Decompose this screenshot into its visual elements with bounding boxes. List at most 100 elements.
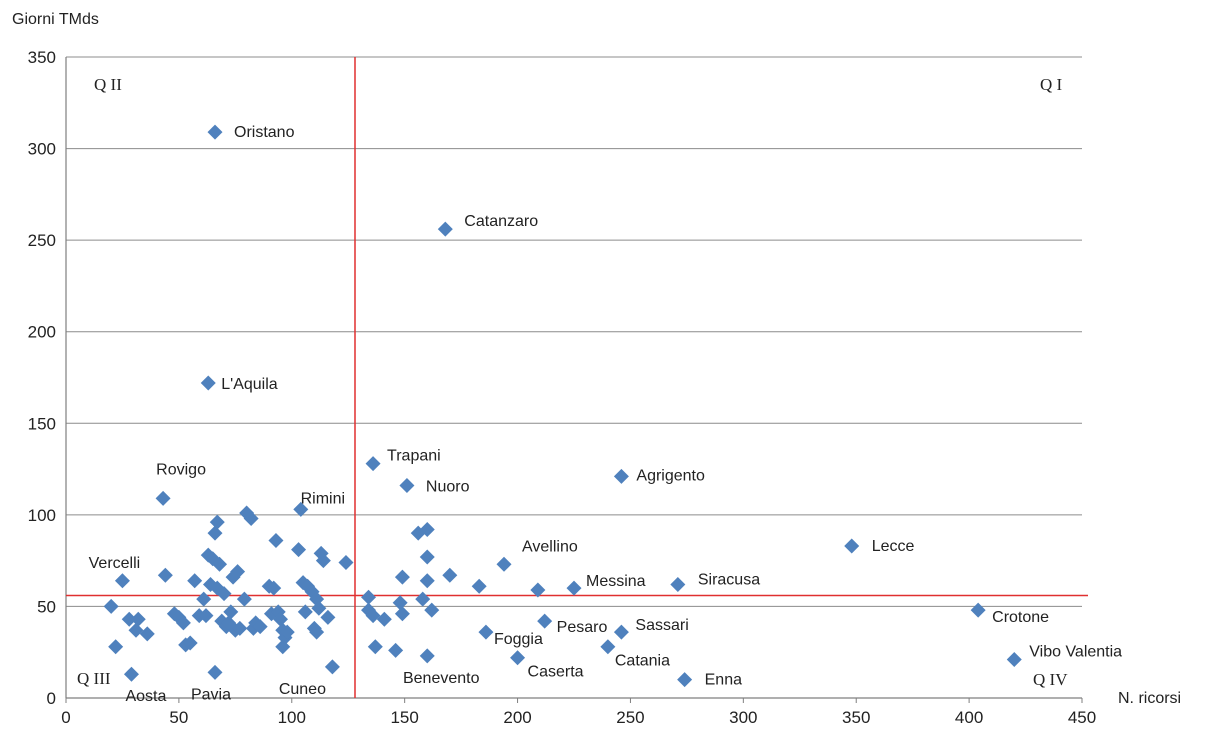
data-point bbox=[232, 620, 248, 636]
x-tick-label: 400 bbox=[955, 708, 983, 727]
point-label: Benevento bbox=[403, 670, 480, 687]
data-point-lecce bbox=[844, 538, 860, 554]
data-point bbox=[394, 606, 410, 622]
data-point-cuneo bbox=[324, 659, 340, 675]
point-label: Siracusa bbox=[698, 571, 760, 588]
data-point bbox=[376, 611, 392, 627]
data-point bbox=[419, 549, 435, 565]
point-label: Messina bbox=[586, 573, 646, 590]
point-label: Cuneo bbox=[279, 681, 326, 698]
quadrant-label-q2: Q II bbox=[94, 75, 122, 94]
y-tick-label: 150 bbox=[28, 414, 56, 433]
point-label: Avellino bbox=[522, 538, 578, 555]
point-label: Catania bbox=[615, 653, 670, 670]
data-point-l-aquila bbox=[200, 375, 216, 391]
data-point bbox=[291, 542, 307, 558]
data-point bbox=[175, 615, 191, 631]
data-point bbox=[419, 522, 435, 538]
quadrant-label-q1: Q I bbox=[1040, 75, 1063, 94]
data-point bbox=[419, 573, 435, 589]
data-point bbox=[103, 598, 119, 614]
x-tick-label: 350 bbox=[842, 708, 870, 727]
x-tick-label: 450 bbox=[1068, 708, 1096, 727]
quadrant-label-q3: Q III bbox=[77, 669, 111, 688]
axis-layer: 0 50 100 150 200 250 300 350 0 50 100 150 200 250 300 3… bbox=[28, 48, 1097, 727]
data-point bbox=[243, 511, 259, 527]
x-tick-label: 300 bbox=[729, 708, 757, 727]
data-point bbox=[297, 604, 313, 620]
data-point bbox=[266, 580, 282, 596]
quadrant-label-q4: Q IV bbox=[1033, 670, 1068, 689]
data-point bbox=[108, 639, 124, 655]
point-label: Trapani bbox=[387, 448, 441, 465]
data-point bbox=[392, 595, 408, 611]
data-point bbox=[442, 567, 458, 583]
data-point-foggia bbox=[478, 624, 494, 640]
data-point bbox=[230, 564, 246, 580]
data-point bbox=[471, 578, 487, 594]
data-point bbox=[157, 567, 173, 583]
data-point bbox=[279, 624, 295, 640]
data-point-avellino bbox=[496, 556, 512, 572]
point-label: Sassari bbox=[635, 617, 688, 634]
data-point bbox=[311, 600, 327, 616]
data-point bbox=[338, 554, 354, 570]
x-tick-label: 200 bbox=[503, 708, 531, 727]
x-axis-title: N. ricorsi bbox=[1118, 690, 1181, 707]
point-label: Rovigo bbox=[156, 461, 206, 478]
data-point-vercelli bbox=[114, 573, 130, 589]
data-point bbox=[320, 609, 336, 625]
data-point-sassari bbox=[613, 624, 629, 640]
x-tick-label: 100 bbox=[278, 708, 306, 727]
data-point-pesaro bbox=[537, 613, 553, 629]
data-point-messina bbox=[566, 580, 582, 596]
data-point bbox=[530, 582, 546, 598]
data-point bbox=[394, 569, 410, 585]
data-points bbox=[103, 124, 1022, 688]
y-tick-label: 50 bbox=[37, 597, 56, 616]
y-tick-label: 250 bbox=[28, 231, 56, 250]
point-label: Vibo Valentia bbox=[1029, 644, 1122, 661]
data-point-agrigento bbox=[613, 468, 629, 484]
data-point-rovigo bbox=[155, 490, 171, 506]
point-label: Pesaro bbox=[557, 619, 608, 636]
y-tick-label: 0 bbox=[47, 689, 56, 708]
data-point bbox=[207, 525, 223, 541]
data-point-nuoro bbox=[399, 478, 415, 494]
data-point bbox=[268, 532, 284, 548]
reference-lines bbox=[66, 57, 1088, 698]
grid-layer bbox=[66, 56, 1082, 607]
data-point bbox=[223, 604, 239, 620]
data-point-pavia bbox=[207, 664, 223, 680]
point-label: Enna bbox=[705, 672, 742, 689]
data-point-trapani bbox=[365, 456, 381, 472]
data-point-siracusa bbox=[670, 576, 686, 592]
data-point-vibo-valentia bbox=[1006, 652, 1022, 668]
y-tick-label: 350 bbox=[28, 48, 56, 67]
data-point bbox=[361, 589, 377, 605]
point-labels: Oristano Catanzaro L'Aquila Trapani Nuoro Agr… bbox=[89, 124, 1123, 705]
data-point bbox=[245, 620, 261, 636]
y-axis-title: Giorni TMds bbox=[12, 11, 99, 28]
data-point bbox=[415, 591, 431, 607]
point-label: Aosta bbox=[125, 688, 166, 705]
y-tick-label: 300 bbox=[28, 140, 56, 159]
point-label: Crotone bbox=[992, 609, 1049, 626]
data-point bbox=[236, 591, 252, 607]
data-point bbox=[365, 608, 381, 624]
data-point bbox=[367, 639, 383, 655]
data-point bbox=[315, 553, 331, 569]
x-tick-label: 50 bbox=[169, 708, 188, 727]
data-point-benevento bbox=[419, 648, 435, 664]
data-point bbox=[216, 586, 232, 602]
data-point bbox=[187, 573, 203, 589]
data-point-oristano bbox=[207, 124, 223, 140]
data-point-catania bbox=[600, 639, 616, 655]
point-label: Rimini bbox=[301, 490, 345, 507]
point-label: Foggia bbox=[494, 631, 543, 648]
point-label: Pavia bbox=[191, 686, 231, 703]
point-label: Lecce bbox=[872, 538, 915, 555]
data-point-enna bbox=[677, 672, 693, 688]
point-label: L'Aquila bbox=[221, 376, 278, 393]
